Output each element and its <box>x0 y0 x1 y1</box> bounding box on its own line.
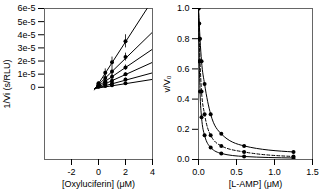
svg-text:2: 2 <box>123 167 128 177</box>
svg-text:3e-5: 3e-5 <box>17 43 35 53</box>
svg-text:1.0: 1.0 <box>177 3 190 13</box>
svg-text:6e-5: 6e-5 <box>17 3 35 13</box>
svg-text:0.8: 0.8 <box>177 34 190 44</box>
svg-text:v/V₀: v/V₀ <box>162 75 172 92</box>
svg-text:4e-5: 4e-5 <box>17 30 35 40</box>
svg-text:[Oxyluciferin] (μM): [Oxyluciferin] (μM) <box>62 179 135 189</box>
svg-text:0: 0 <box>96 167 101 177</box>
svg-text:4: 4 <box>150 167 155 177</box>
svg-text:0: 0 <box>30 82 35 92</box>
svg-text:1.0: 1.0 <box>268 167 281 177</box>
svg-text:1.5: 1.5 <box>306 167 319 177</box>
svg-text:[L-AMP] (μM): [L-AMP] (μM) <box>229 179 283 189</box>
svg-text:0.5: 0.5 <box>230 167 243 177</box>
svg-text:0.2: 0.2 <box>177 124 190 134</box>
svg-text:1/Vi (s/RLU): 1/Vi (s/RLU) <box>2 60 12 109</box>
svg-text:-2: -2 <box>67 167 75 177</box>
svg-text:2e-5: 2e-5 <box>17 56 35 66</box>
svg-text:1e-5: 1e-5 <box>17 69 35 79</box>
svg-text:0.4: 0.4 <box>177 94 190 104</box>
svg-text:0.6: 0.6 <box>177 64 190 74</box>
svg-text:0.0: 0.0 <box>177 154 190 164</box>
svg-text:5e-5: 5e-5 <box>17 17 35 27</box>
svg-text:0.0: 0.0 <box>192 167 205 177</box>
